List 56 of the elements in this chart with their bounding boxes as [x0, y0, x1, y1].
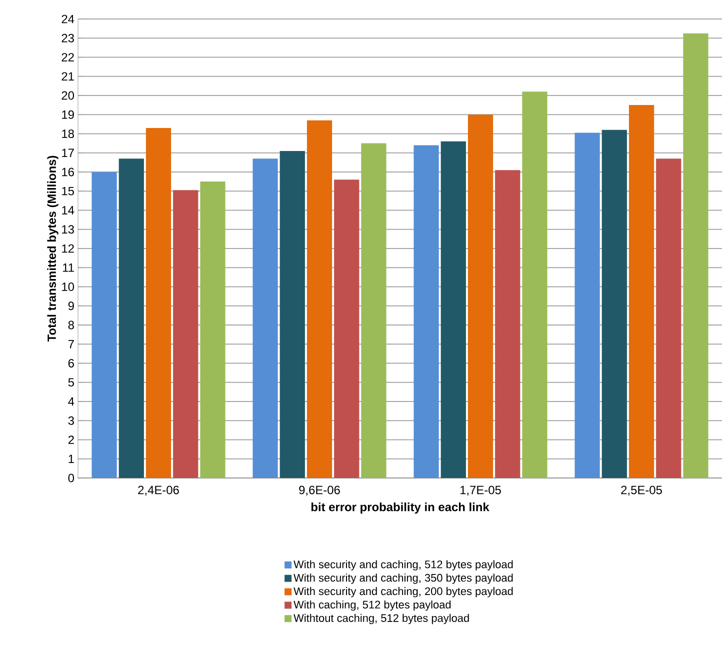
y-tick-label: 13 [62, 225, 74, 234]
y-tick-label: 19 [62, 110, 74, 119]
bar [306, 120, 332, 478]
bar [656, 158, 682, 478]
bar [440, 141, 466, 478]
y-tick-label: 12 [62, 244, 74, 253]
y-tick-label: 4 [68, 397, 74, 406]
y-tick-label: 1 [68, 454, 74, 463]
bar [118, 158, 144, 478]
y-tick-label: 9 [68, 302, 74, 310]
bar [173, 190, 198, 478]
y-tick-label: 2 [68, 436, 74, 444]
x-tick-label: 9,6E-06 [299, 486, 340, 496]
y-tick-label: 6 [68, 359, 74, 368]
y-tick-label: 3 [68, 416, 74, 425]
bar [602, 130, 627, 478]
bar [280, 150, 305, 478]
bar [252, 158, 278, 478]
legend-label: Withtout caching, 512 bytes payload [294, 614, 469, 624]
y-tick-label: 24 [62, 14, 74, 24]
x-axis-title: bit error probability in each link [311, 502, 490, 514]
x-tick-label: 1,7E-05 [460, 486, 501, 496]
x-tick-label: 2,4E-06 [138, 486, 179, 496]
legend-label: With security and caching, 350 bytes payload [294, 574, 513, 584]
bar [522, 92, 548, 478]
bar [495, 170, 520, 478]
y-tick-label: 22 [62, 53, 74, 62]
y-tick-label: 0 [68, 474, 74, 482]
y-tick-label: 5 [68, 378, 74, 387]
y-tick-label: 11 [62, 264, 74, 272]
y-tick-label: 14 [62, 206, 74, 214]
bar [468, 114, 494, 478]
bar [628, 105, 654, 478]
bar [200, 182, 226, 478]
x-tick-label: 2,5E-05 [621, 486, 662, 496]
y-tick-label: 10 [62, 282, 74, 291]
legend-label: With security and caching, 200 bytes payload [294, 587, 513, 598]
y-tick-label: 8 [68, 320, 74, 330]
legend-label: With security and caching, 512 bytes payload [294, 560, 513, 570]
bar [414, 145, 439, 478]
y-tick-label: 18 [62, 130, 74, 138]
y-tick-label: 21 [62, 72, 74, 81]
bar [334, 180, 360, 478]
y-tick-label: 20 [62, 91, 74, 100]
y-tick-label: 17 [62, 148, 74, 157]
bar [361, 143, 386, 478]
bar [574, 132, 600, 478]
bar [146, 128, 172, 478]
bar [683, 33, 708, 478]
y-tick-label: 7 [68, 340, 74, 348]
y-tick-label: 16 [62, 168, 74, 176]
y-axis-title: Total transmitted bytes (Millions) [47, 156, 58, 342]
legend-label: With caching, 512 bytes payload [294, 600, 451, 611]
bar [92, 172, 117, 478]
y-tick-label: 15 [62, 186, 74, 196]
y-tick-label: 23 [62, 34, 74, 42]
